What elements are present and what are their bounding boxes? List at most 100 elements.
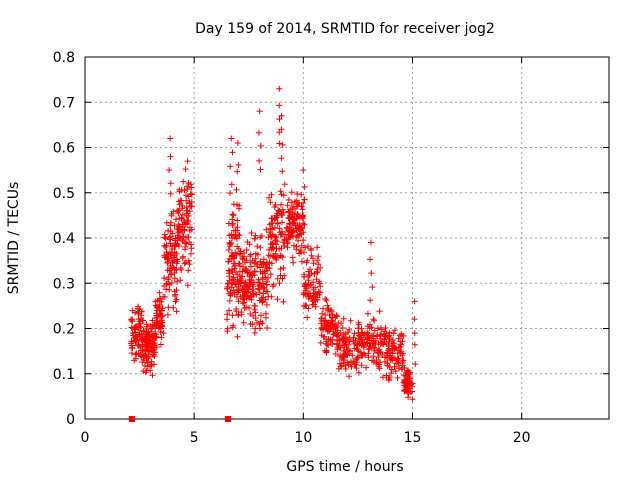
data-point [270, 283, 276, 290]
data-point [141, 362, 148, 369]
data-point [230, 260, 237, 267]
data-point [396, 365, 403, 372]
data-point [167, 240, 174, 247]
data-point [163, 286, 170, 293]
x-tick-label: 15 [404, 430, 422, 446]
data-point [128, 350, 135, 357]
data-point [252, 315, 259, 322]
data-point-peak [167, 135, 174, 142]
data-point [361, 340, 368, 347]
data-point [279, 212, 286, 218]
data-point [237, 280, 244, 287]
data-point [232, 281, 239, 288]
data-point [269, 231, 276, 238]
data-point [185, 180, 192, 186]
data-point [229, 235, 235, 242]
data-point [370, 316, 377, 323]
data-point [179, 211, 186, 218]
data-point [289, 209, 296, 216]
data-point [281, 181, 288, 188]
data-point [186, 239, 193, 246]
data-point [229, 269, 236, 276]
data-point [173, 216, 179, 223]
data-point [224, 316, 230, 323]
data-point-peak [368, 239, 374, 246]
data-point [278, 126, 285, 133]
data-point [374, 325, 381, 332]
data-point [169, 230, 176, 237]
data-point [257, 142, 264, 149]
data-point [280, 298, 287, 305]
data-point [395, 360, 402, 367]
data-point [339, 354, 346, 360]
data-point [310, 293, 317, 299]
data-point [168, 271, 175, 278]
data-point [240, 263, 247, 270]
data-point [227, 190, 233, 197]
data-point [400, 357, 407, 364]
data-point [163, 251, 170, 258]
data-point [286, 220, 293, 227]
data-point [296, 227, 303, 234]
data-point [186, 261, 193, 268]
data-point [142, 369, 149, 376]
data-point [241, 250, 248, 257]
data-point [240, 300, 246, 307]
data-point [342, 366, 349, 372]
data-point [157, 341, 164, 348]
data-point [385, 345, 392, 352]
data-point [378, 339, 385, 346]
data-point [265, 252, 272, 259]
data-point [242, 259, 248, 266]
data-point [264, 325, 271, 331]
data-point [288, 230, 295, 237]
data-point [150, 347, 157, 354]
data-point [301, 221, 308, 228]
data-point [185, 218, 192, 225]
data-point [165, 276, 171, 283]
data-point [247, 276, 254, 283]
data-point [152, 331, 159, 338]
data-point [323, 347, 330, 354]
data-point [179, 229, 186, 236]
data-point [276, 140, 283, 147]
data-point [384, 352, 391, 359]
data-point [401, 364, 408, 371]
data-point-peak [228, 135, 235, 142]
data-point [284, 239, 291, 246]
data-point [137, 323, 143, 330]
data-point [257, 318, 264, 325]
data-point [272, 202, 279, 208]
data-point [333, 312, 340, 319]
data-point [174, 278, 181, 285]
data-point [404, 368, 411, 375]
data-point [387, 350, 394, 357]
data-point [391, 355, 398, 362]
data-point [227, 240, 234, 247]
data-point-peak [256, 108, 263, 115]
data-point [274, 296, 281, 303]
data-point [156, 301, 163, 308]
data-point [158, 313, 165, 320]
data-point [254, 319, 260, 326]
data-point [171, 270, 178, 276]
data-point [283, 236, 290, 243]
data-point [301, 273, 308, 280]
data-point [358, 325, 365, 332]
data-point [132, 355, 139, 362]
data-point [279, 231, 286, 238]
data-point [228, 240, 235, 247]
data-point [318, 320, 325, 327]
data-point [351, 330, 358, 337]
data-point [139, 347, 146, 354]
data-point [234, 271, 241, 278]
data-point [161, 234, 168, 241]
data-point [324, 341, 331, 348]
data-point [149, 372, 156, 379]
data-point [161, 242, 168, 249]
data-point [392, 368, 399, 375]
data-point [185, 193, 192, 200]
data-point [355, 346, 361, 353]
data-point [182, 246, 189, 253]
